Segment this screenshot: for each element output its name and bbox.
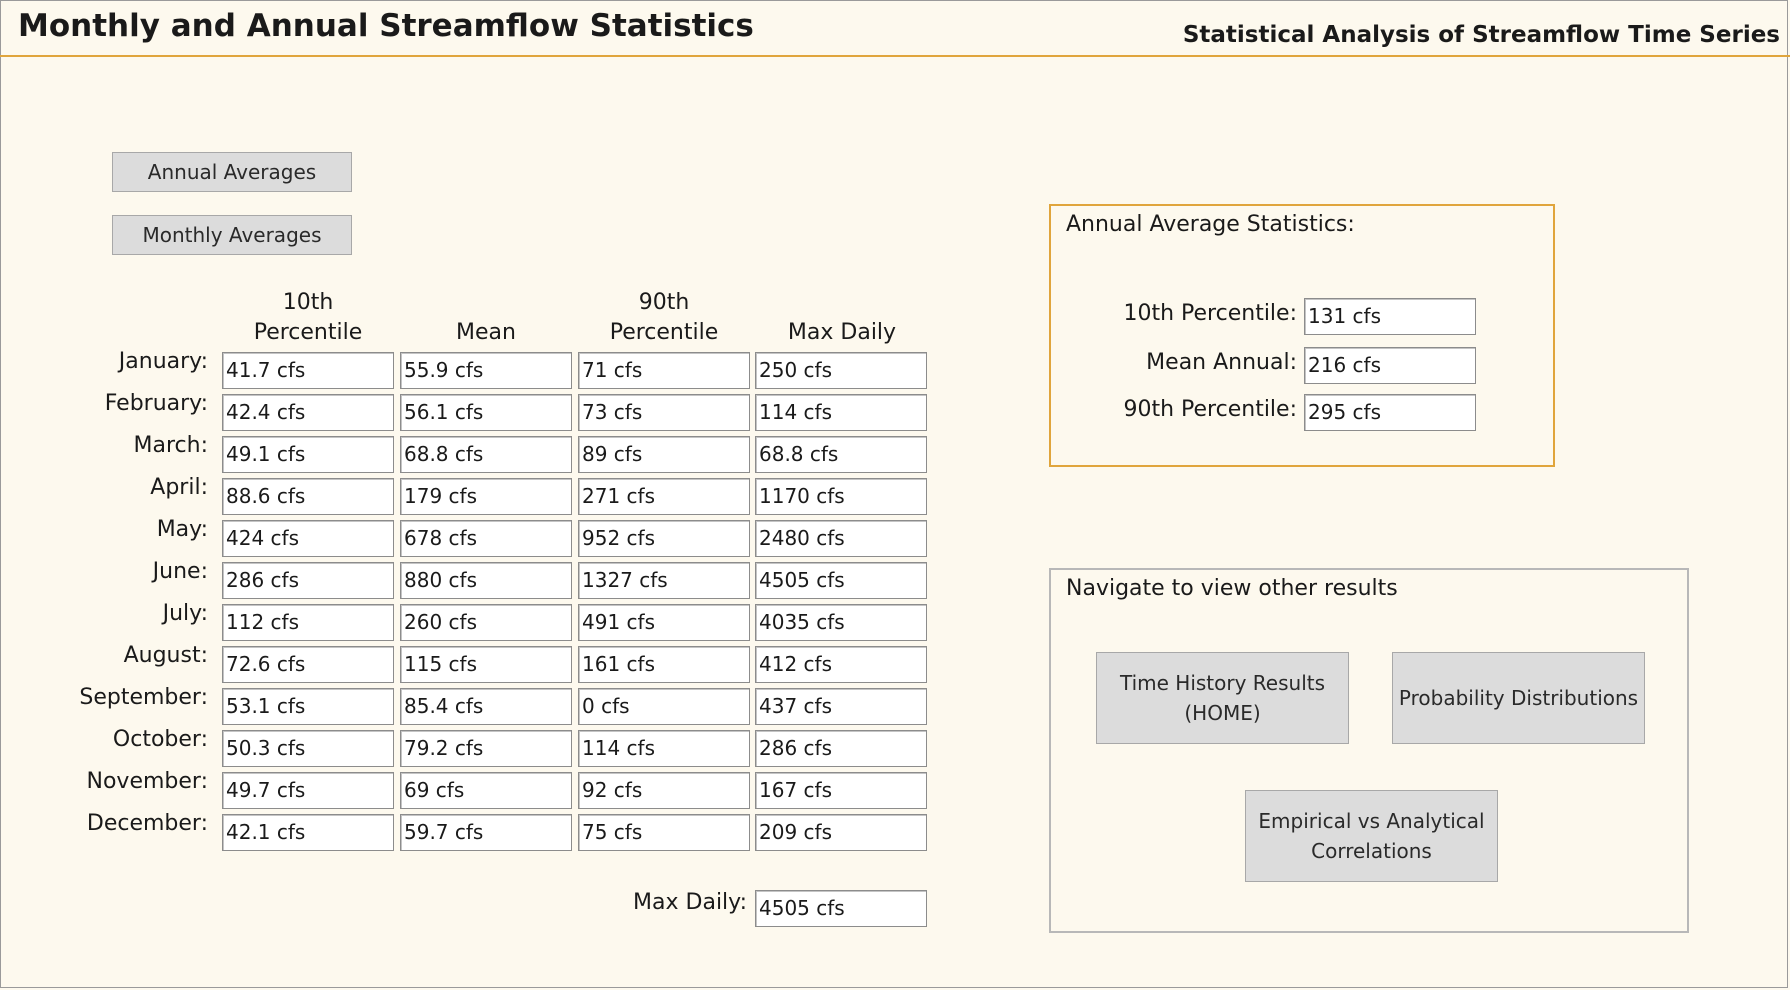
table-cell[interactable]: 56.1 cfs [400, 394, 572, 431]
table-cell[interactable]: 250 cfs [755, 352, 927, 389]
column-header-max-daily: Max Daily [787, 320, 897, 345]
column-header-10th-percentile: 10th Percentile [253, 290, 363, 345]
month-label: May: [156, 517, 208, 542]
table-cell[interactable]: 92 cfs [578, 772, 750, 809]
table-cell[interactable]: 55.9 cfs [400, 352, 572, 389]
annual-averages-button[interactable]: Annual Averages [112, 152, 352, 192]
table-cell[interactable]: 49.7 cfs [222, 772, 394, 809]
table-cell[interactable]: 49.1 cfs [222, 436, 394, 473]
table-cell[interactable]: 286 cfs [755, 730, 927, 767]
table-cell[interactable]: 271 cfs [578, 478, 750, 515]
month-label: June: [152, 559, 208, 584]
table-cell[interactable]: 114 cfs [755, 394, 927, 431]
table-cell[interactable]: 115 cfs [400, 646, 572, 683]
month-label: April: [150, 475, 208, 500]
table-cell[interactable]: 179 cfs [400, 478, 572, 515]
month-label: February: [104, 391, 208, 416]
table-cell[interactable]: 88.6 cfs [222, 478, 394, 515]
table-cell[interactable]: 1327 cfs [578, 562, 750, 599]
column-header-90th-percentile: 90th Percentile [609, 290, 719, 345]
month-label: July: [162, 601, 208, 626]
table-cell[interactable]: 72.6 cfs [222, 646, 394, 683]
time-history-results-button[interactable]: Time History Results (HOME) [1096, 652, 1349, 744]
table-cell[interactable]: 114 cfs [578, 730, 750, 767]
table-cell[interactable]: 69 cfs [400, 772, 572, 809]
table-cell[interactable]: 59.7 cfs [400, 814, 572, 851]
table-cell[interactable]: 437 cfs [755, 688, 927, 725]
table-cell[interactable]: 68.8 cfs [755, 436, 927, 473]
table-cell[interactable]: 4505 cfs [755, 562, 927, 599]
monthly-averages-button[interactable]: Monthly Averages [112, 215, 352, 255]
table-cell[interactable]: 260 cfs [400, 604, 572, 641]
table-cell[interactable]: 4035 cfs [755, 604, 927, 641]
month-label: September: [79, 685, 208, 710]
page-title: Monthly and Annual Streamflow Statistics [18, 8, 754, 44]
month-label: October: [112, 727, 208, 752]
table-cell[interactable]: 42.4 cfs [222, 394, 394, 431]
table-cell[interactable]: 880 cfs [400, 562, 572, 599]
table-cell[interactable]: 0 cfs [578, 688, 750, 725]
table-cell[interactable]: 42.1 cfs [222, 814, 394, 851]
table-cell[interactable]: 209 cfs [755, 814, 927, 851]
month-label: January: [118, 349, 208, 374]
page-header: Monthly and Annual Streamflow Statistics… [0, 0, 1790, 57]
month-label: December: [86, 811, 208, 836]
table-cell[interactable]: 85.4 cfs [400, 688, 572, 725]
table-cell[interactable]: 167 cfs [755, 772, 927, 809]
table-cell[interactable]: 952 cfs [578, 520, 750, 557]
month-label: November: [86, 769, 208, 794]
table-cell[interactable]: 79.2 cfs [400, 730, 572, 767]
navigation-panel: Navigate to view other results Time Hist… [1049, 568, 1689, 933]
month-label: March: [133, 433, 208, 458]
table-cell[interactable]: 412 cfs [755, 646, 927, 683]
stat-field-mean-annual[interactable]: 216 cfs [1304, 347, 1476, 384]
table-cell[interactable]: 53.1 cfs [222, 688, 394, 725]
max-daily-label: Max Daily: [633, 890, 747, 915]
stat-label-mean-annual: Mean Annual: [1146, 350, 1297, 375]
table-cell[interactable]: 50.3 cfs [222, 730, 394, 767]
empirical-vs-analytical-correlations-button[interactable]: Empirical vs Analytical Correlations [1245, 790, 1498, 882]
navigation-title: Navigate to view other results [1066, 576, 1398, 601]
table-cell[interactable]: 112 cfs [222, 604, 394, 641]
stat-label-10th-percentile: 10th Percentile: [1123, 301, 1297, 326]
table-cell[interactable]: 41.7 cfs [222, 352, 394, 389]
column-header-mean: Mean [456, 320, 516, 345]
table-cell[interactable]: 89 cfs [578, 436, 750, 473]
page-subtitle: Statistical Analysis of Streamflow Time … [1182, 22, 1780, 48]
table-cell[interactable]: 424 cfs [222, 520, 394, 557]
table-cell[interactable]: 286 cfs [222, 562, 394, 599]
table-cell[interactable]: 71 cfs [578, 352, 750, 389]
table-cell[interactable]: 491 cfs [578, 604, 750, 641]
stat-label-90th-percentile: 90th Percentile: [1123, 397, 1297, 422]
table-cell[interactable]: 73 cfs [578, 394, 750, 431]
table-cell[interactable]: 68.8 cfs [400, 436, 572, 473]
probability-distributions-button[interactable]: Probability Distributions [1392, 652, 1645, 744]
table-cell[interactable]: 1170 cfs [755, 478, 927, 515]
annual-stats-title: Annual Average Statistics: [1066, 212, 1355, 237]
max-daily-field[interactable]: 4505 cfs [755, 890, 927, 927]
month-label: August: [123, 643, 208, 668]
stat-field-10th-percentile[interactable]: 131 cfs [1304, 298, 1476, 335]
table-cell[interactable]: 75 cfs [578, 814, 750, 851]
table-cell[interactable]: 2480 cfs [755, 520, 927, 557]
table-cell[interactable]: 678 cfs [400, 520, 572, 557]
table-cell[interactable]: 161 cfs [578, 646, 750, 683]
stat-field-90th-percentile[interactable]: 295 cfs [1304, 394, 1476, 431]
annual-average-statistics-panel: Annual Average Statistics: 10th Percenti… [1049, 204, 1555, 467]
